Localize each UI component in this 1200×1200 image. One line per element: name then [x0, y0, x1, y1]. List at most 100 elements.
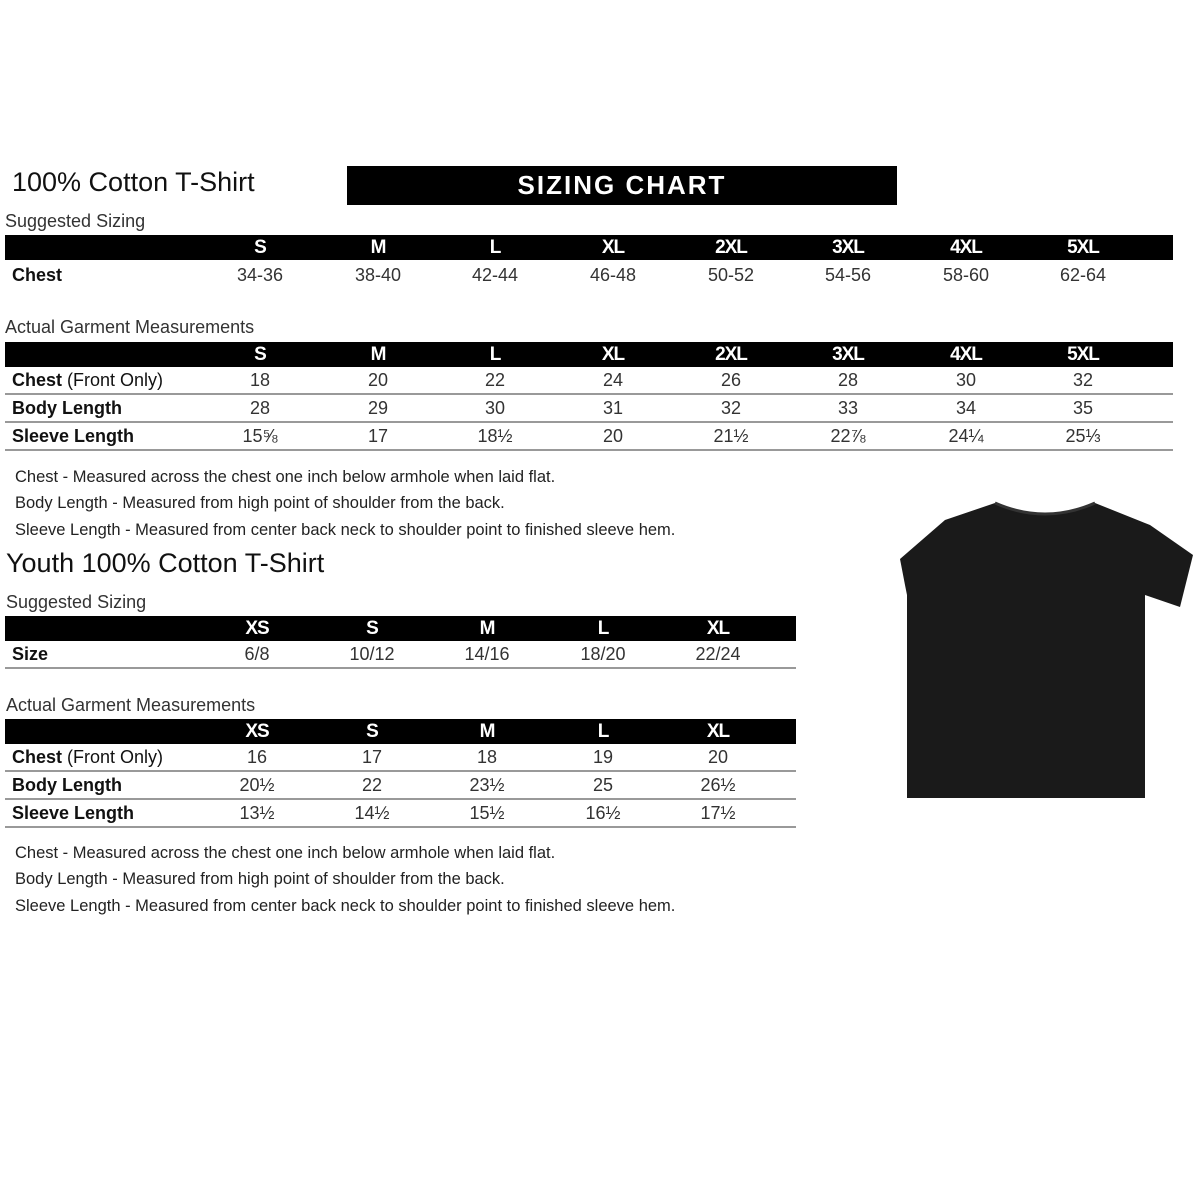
table-cell: 20: [367, 370, 389, 390]
table-cell: 15½: [469, 803, 505, 823]
youth-note-sleeve: Sleeve Length - Measured from center bac…: [15, 897, 676, 915]
size-header: M: [479, 618, 496, 639]
size-header: 4XL: [950, 237, 983, 258]
size-header: L: [489, 237, 502, 258]
size-header: XS: [245, 618, 269, 639]
adult-actual-label: Actual Garment Measurements: [5, 317, 255, 337]
size-header: XL: [706, 618, 730, 639]
row-label: Size: [12, 644, 49, 664]
size-header: S: [254, 237, 267, 258]
row-divider: [5, 449, 1173, 451]
size-header: L: [597, 721, 610, 742]
size-header: XL: [706, 721, 730, 742]
size-header: XL: [601, 237, 625, 258]
row-label: Chest: [12, 265, 63, 285]
size-header-bar: XS S M L XL: [5, 616, 796, 641]
size-header: 3XL: [832, 237, 865, 258]
size-header: S: [366, 721, 379, 742]
table-cell: 50-52: [707, 265, 755, 285]
table-cell: 34-36: [236, 265, 284, 285]
table-row: Chest (Front Only) 16 17 18 19 20: [0, 743, 796, 771]
adult-suggested-label: Suggested Sizing: [5, 211, 146, 231]
youth-suggested-label: Suggested Sizing: [6, 592, 147, 612]
size-header: 2XL: [715, 237, 748, 258]
size-header: S: [254, 344, 267, 365]
row-label: Chest (Front Only): [12, 370, 164, 390]
size-header: M: [370, 237, 387, 258]
size-header: M: [479, 721, 496, 742]
table-cell: 17: [367, 426, 389, 446]
table-cell: 16: [246, 747, 268, 767]
table-cell: 30: [484, 398, 506, 418]
youth-note-body: Body Length - Measured from high point o…: [15, 870, 505, 888]
tshirt-image: [900, 501, 1193, 798]
table-row: Chest (Front Only) 18 20 22 24 26 28 30 32: [0, 366, 1173, 394]
table-cell: 20½: [239, 775, 275, 795]
table-cell: 20: [602, 426, 624, 446]
table-row: Chest 34-36 38-40 42-44 46-48 50-52 54-56 58-60…: [0, 261, 1173, 289]
table-cell: 20: [707, 747, 729, 767]
table-cell: 18: [249, 370, 271, 390]
table-cell: 42-44: [471, 265, 519, 285]
table-cell: 34: [955, 398, 977, 418]
table-cell: 25⅓: [1065, 426, 1101, 446]
table-cell: 6/8: [244, 644, 270, 664]
table-cell: 16½: [585, 803, 621, 823]
table-cell: 19: [592, 747, 614, 767]
table-cell: 54-56: [824, 265, 872, 285]
table-cell: 10/12: [349, 644, 395, 664]
table-row: Size 6/8 10/12 14/16 18/20 22/24: [0, 640, 796, 668]
size-header: S: [366, 618, 379, 639]
table-row: Body Length 28 29 30 31 32 33 34 35: [0, 394, 1173, 422]
table-cell: 31: [602, 398, 624, 418]
table-cell: 17: [361, 747, 383, 767]
table-cell: 18/20: [580, 644, 626, 664]
table-cell: 24: [602, 370, 624, 390]
size-header: 3XL: [832, 344, 865, 365]
adult-note-sleeve: Sleeve Length - Measured from center bac…: [15, 521, 676, 539]
adult-note-body: Body Length - Measured from high point o…: [15, 494, 505, 512]
youth-title: Youth 100% Cotton T-Shirt: [6, 548, 325, 578]
row-divider: [5, 667, 796, 669]
table-cell: 33: [837, 398, 859, 418]
adult-title: 100% Cotton T-Shirt: [12, 167, 255, 197]
row-label: Sleeve Length: [12, 803, 135, 823]
row-label: Body Length: [12, 775, 122, 795]
size-header: XS: [245, 721, 269, 742]
table-cell: 35: [1072, 398, 1094, 418]
youth-actual-label: Actual Garment Measurements: [6, 695, 256, 715]
row-label: Body Length: [12, 398, 122, 418]
table-cell: 15⅝: [242, 426, 278, 446]
row-divider: [5, 421, 1173, 423]
youth-note-chest: Chest - Measured across the chest one in…: [15, 844, 556, 862]
table-cell: 32: [1072, 370, 1094, 390]
size-header: L: [489, 344, 502, 365]
sizing-chart-banner: SIZING CHART: [347, 166, 897, 205]
table-cell: 14½: [354, 803, 390, 823]
table-cell: 46-48: [589, 265, 637, 285]
row-divider: [5, 826, 796, 828]
size-header-bar: XS S M L XL: [5, 719, 796, 744]
table-cell: 13½: [239, 803, 275, 823]
table-row: Sleeve Length 15⅝ 17 18½ 20 21½ 22⅞ 24¼ 25⅓: [0, 422, 1173, 450]
row-divider: [5, 393, 1173, 395]
table-cell: 30: [955, 370, 977, 390]
table-cell: 24¼: [948, 426, 984, 446]
table-cell: 38-40: [354, 265, 402, 285]
size-header-bar: S M L XL 2XL 3XL 4XL 5XL: [5, 235, 1173, 260]
size-header: 4XL: [950, 344, 983, 365]
table-row: Body Length 20½ 22 23½ 25 26½: [0, 771, 796, 799]
table-cell: 26: [720, 370, 742, 390]
table-cell: 25: [592, 775, 614, 795]
table-cell: 14/16: [464, 644, 510, 664]
row-divider: [5, 770, 796, 772]
table-cell: 22: [484, 370, 506, 390]
table-cell: 32: [720, 398, 742, 418]
table-cell: 22: [361, 775, 383, 795]
table-row: Sleeve Length 13½ 14½ 15½ 16½ 17½: [0, 799, 796, 827]
table-cell: 18: [476, 747, 498, 767]
size-header: 2XL: [715, 344, 748, 365]
size-header: XL: [601, 344, 625, 365]
table-cell: 22/24: [695, 644, 741, 664]
